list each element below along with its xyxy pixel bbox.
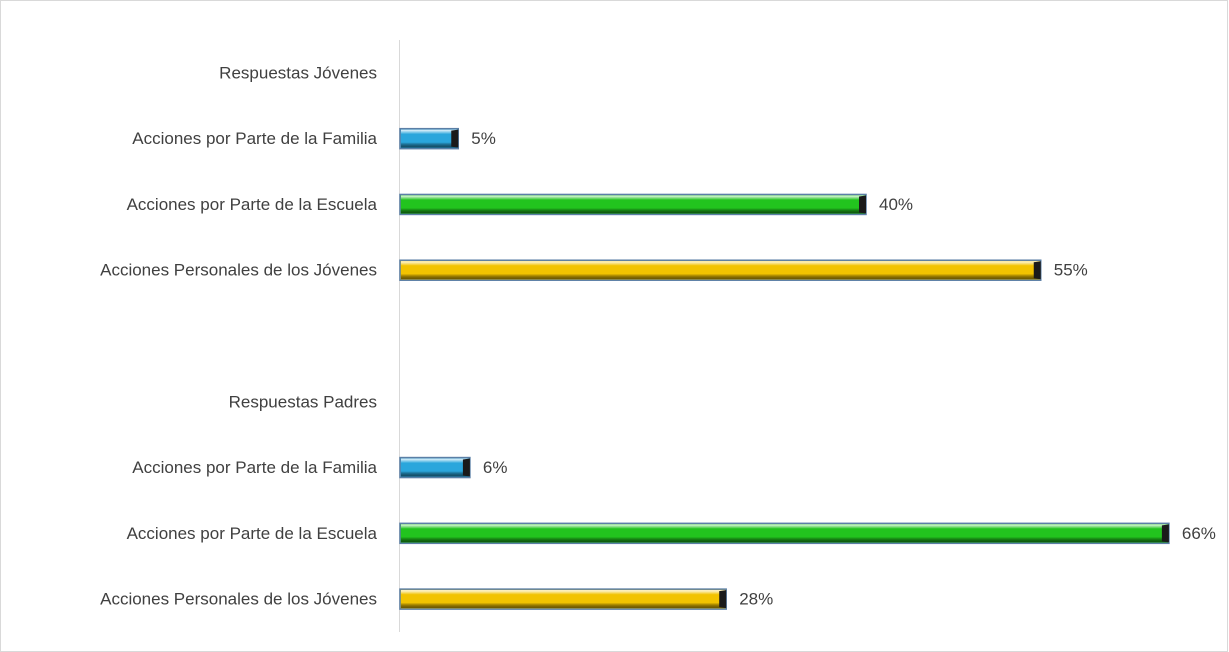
bar-end-cap [1161, 524, 1169, 543]
value-label: 28% [739, 590, 773, 609]
category-label: Acciones Personales de los Jóvenes [100, 590, 377, 609]
bar-shine [401, 458, 469, 477]
bar-end-cap [1033, 261, 1041, 280]
category-label: Acciones por Parte de la Familia [132, 129, 377, 148]
category-label: Respuestas Padres [229, 392, 377, 411]
bar-shine [401, 195, 865, 214]
bar-shine [401, 129, 458, 148]
bar-shine [401, 524, 1168, 543]
bar-shine [401, 261, 1040, 280]
value-label: 66% [1182, 524, 1216, 543]
bar-end-cap [451, 129, 459, 148]
bar-shine [401, 590, 726, 609]
category-label: Acciones por Parte de la Escuela [127, 524, 378, 543]
category-label: Respuestas Jóvenes [219, 63, 377, 82]
category-label: Acciones por Parte de la Familia [132, 458, 377, 477]
bar-end-cap [859, 195, 866, 214]
bar-end-cap [462, 458, 470, 477]
value-label: 6% [483, 458, 508, 477]
value-label: 5% [471, 129, 496, 148]
category-label: Acciones por Parte de la Escuela [127, 195, 378, 214]
value-label: 55% [1054, 261, 1088, 280]
value-label: 40% [879, 195, 913, 214]
bar-end-cap [719, 590, 727, 609]
category-label: Acciones Personales de los Jóvenes [100, 261, 377, 280]
